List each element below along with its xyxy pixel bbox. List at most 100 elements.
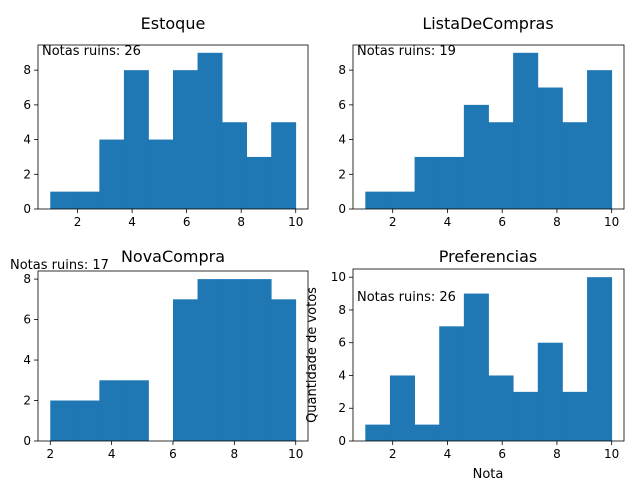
- x-tick-label: 4: [444, 447, 452, 461]
- y-tick-label: 2: [23, 167, 31, 181]
- y-tick-label: 8: [338, 303, 346, 317]
- bad-ratings-annotation: Notas ruins: 19: [357, 44, 456, 59]
- x-tick-label: 4: [444, 215, 452, 229]
- axis-ticks: 2 4 6 8 10 0 2 4 6 8: [338, 63, 619, 229]
- histogram-bar: [488, 375, 514, 441]
- x-tick-label: 10: [604, 447, 619, 461]
- histogram-bar: [222, 279, 248, 441]
- x-tick-label: 10: [604, 215, 619, 229]
- x-tick-label: 8: [553, 447, 561, 461]
- x-tick-label: 4: [108, 447, 116, 461]
- plot-frame: [352, 44, 625, 210]
- histogram-bar: [513, 391, 539, 441]
- histogram-bar: [173, 70, 198, 209]
- x-tick-label: 10: [288, 447, 303, 461]
- histogram-bar: [414, 424, 440, 441]
- histogram-bar: [389, 375, 415, 441]
- histogram-bars: [365, 52, 613, 210]
- y-tick-label: 0: [23, 434, 31, 448]
- histogram-bar: [123, 380, 149, 441]
- y-tick-label: 4: [338, 133, 346, 147]
- histogram-bar: [271, 299, 297, 441]
- histogram-bar: [365, 191, 391, 209]
- histogram-bar: [537, 342, 563, 441]
- y-tick-label: 4: [23, 133, 31, 147]
- x-tick-label: 2: [389, 215, 397, 229]
- histogram-bar: [222, 122, 248, 209]
- x-tick-label: 6: [498, 215, 506, 229]
- histogram-bars: [365, 277, 613, 441]
- y-tick-label: 4: [338, 368, 346, 382]
- subplot-estoque: 2 4 6 8 10 0 2 4 6 8 Estoque Notas ruins: 26: [23, 14, 309, 229]
- axis-ticks: 2 4 6 8 10 0 2 4 6 8 10: [331, 270, 620, 461]
- histogram-bar: [197, 52, 223, 210]
- histogram-bar: [123, 70, 149, 209]
- x-tick-label: 10: [288, 215, 303, 229]
- histogram-bar: [246, 279, 272, 441]
- y-tick-label: 6: [23, 98, 31, 112]
- subplot-novacompra: 2 4 6 8 10 0 2 4 6 8 NovaCompra Notas ruins: 17: [10, 247, 309, 461]
- x-tick-label: 8: [237, 215, 245, 229]
- x-tick-label: 4: [128, 215, 136, 229]
- histogram-bar: [365, 424, 391, 441]
- histogram-bars: [50, 52, 297, 210]
- x-tick-label: 2: [74, 215, 82, 229]
- bad-ratings-annotation: Notas ruins: 26: [42, 44, 141, 59]
- histogram-bar: [439, 326, 465, 441]
- x-tick-label: 6: [498, 447, 506, 461]
- y-tick-label: 8: [338, 63, 346, 77]
- y-tick-label: 2: [338, 401, 346, 415]
- plot-frame: [37, 44, 309, 210]
- histogram-bar: [74, 400, 100, 441]
- y-tick-label: 0: [338, 202, 346, 216]
- y-tick-label: 6: [23, 313, 31, 327]
- y-tick-label: 6: [338, 336, 346, 350]
- axis-ticks: 2 4 6 8 10 0 2 4 6 8: [23, 63, 303, 229]
- histogram-bar: [587, 70, 613, 209]
- histogram-bar: [537, 87, 563, 209]
- histogram-bar: [50, 191, 76, 209]
- subplot-listadecompras: 2 4 6 8 10 0 2 4 6 8 ListaDeCompras Notas ruins: …: [338, 14, 625, 229]
- histogram-bar: [414, 156, 440, 209]
- y-tick-label: 2: [338, 167, 346, 181]
- histogram-bar: [197, 279, 223, 441]
- histogram-bar: [562, 391, 588, 441]
- x-tick-label: 2: [46, 447, 54, 461]
- histogram-bar: [562, 122, 588, 209]
- histogram-bar: [99, 380, 125, 441]
- histogram-bar: [488, 122, 514, 209]
- x-axis-label: Nota: [473, 467, 504, 480]
- histogram-bar: [439, 156, 465, 209]
- y-tick-label: 0: [23, 202, 31, 216]
- histogram-bar: [148, 139, 174, 209]
- x-tick-label: 2: [389, 447, 397, 461]
- histogram-bar: [587, 277, 613, 441]
- plot-frame: [352, 268, 625, 442]
- y-tick-label: 0: [338, 434, 346, 448]
- axis-ticks: 2 4 6 8 10 0 2 4 6 8: [23, 272, 303, 461]
- y-tick-label: 2: [23, 394, 31, 408]
- histogram-bars: [50, 279, 297, 441]
- histogram-bar: [173, 299, 198, 441]
- subplot-title: Estoque: [141, 14, 206, 33]
- histogram-bar: [50, 400, 76, 441]
- histogram-bar: [246, 156, 272, 209]
- histogram-bar: [389, 191, 415, 209]
- y-axis-label: Quantidade de votos: [305, 287, 320, 423]
- histogram-bar: [513, 52, 539, 210]
- histogram-bar: [463, 293, 489, 441]
- bad-ratings-annotation: Notas ruins: 17: [10, 258, 109, 273]
- x-tick-label: 8: [553, 215, 561, 229]
- x-tick-label: 8: [231, 447, 239, 461]
- subplot-title: ListaDeCompras: [422, 14, 553, 33]
- x-tick-label: 6: [183, 215, 191, 229]
- y-tick-label: 4: [23, 353, 31, 367]
- subplot-title: NovaCompra: [121, 247, 225, 266]
- y-tick-label: 6: [338, 98, 346, 112]
- histogram-bar: [99, 139, 125, 209]
- y-tick-label: 10: [331, 270, 346, 284]
- histogram-bar: [74, 191, 100, 209]
- histogram-bar: [463, 104, 489, 209]
- subplot-preferencias: 2 4 6 8 10 0 2 4 6 8 10 Preferencias Notas ruins: …: [305, 247, 625, 480]
